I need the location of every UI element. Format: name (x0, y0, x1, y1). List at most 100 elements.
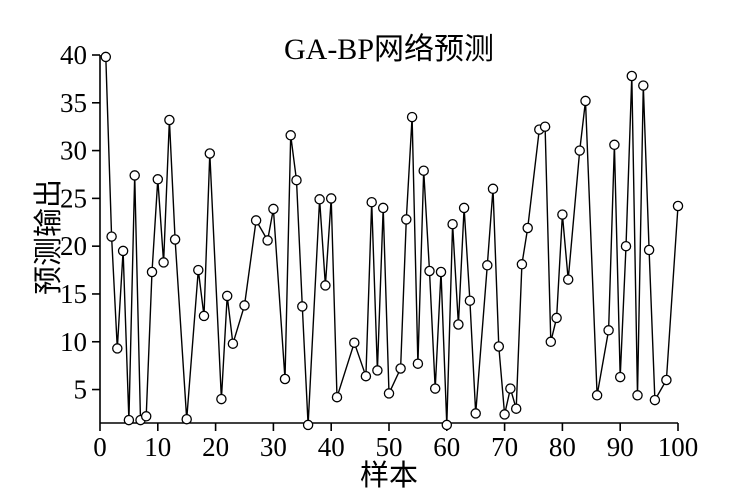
data-point-marker (372, 365, 383, 376)
data-point-marker (620, 240, 632, 252)
data-point-marker (383, 388, 395, 399)
x-tick-label: 10 (144, 432, 171, 462)
data-point-marker (557, 209, 568, 220)
y-tick-label: 40 (60, 40, 87, 70)
data-point-marker (268, 203, 279, 215)
data-point-marker (458, 202, 470, 214)
data-point-marker (464, 295, 476, 306)
x-tick-label: 70 (491, 432, 518, 462)
data-point-marker (285, 130, 296, 141)
y-axis-title: 预测输出 (33, 178, 65, 296)
x-axis-title: 样本 (359, 460, 418, 492)
data-point-marker (291, 174, 302, 186)
data-point-marker (262, 235, 273, 246)
data-point-marker (320, 280, 331, 291)
y-tick-label: 10 (60, 327, 87, 357)
data-point-marker (239, 300, 250, 311)
y-tick-label: 35 (60, 88, 87, 118)
y-tick-label: 30 (60, 136, 87, 166)
data-point-marker (539, 121, 551, 132)
x-tick-label: 20 (202, 432, 229, 462)
data-point-marker (227, 338, 239, 349)
data-point-marker (493, 341, 505, 352)
data-point-marker (181, 413, 192, 425)
x-tick-label: 0 (93, 432, 107, 462)
data-point-marker (112, 343, 123, 354)
x-tick-label: 40 (318, 432, 345, 462)
data-point-marker (129, 170, 140, 181)
data-point-marker (418, 165, 429, 176)
data-point-marker (614, 371, 626, 383)
data-point-marker (435, 266, 447, 278)
data-point-marker (424, 265, 435, 277)
data-point-marker (591, 390, 603, 401)
data-point-marker (406, 111, 418, 123)
data-point-marker (331, 391, 343, 403)
data-point-marker (123, 414, 135, 426)
data-point-marker (638, 80, 649, 91)
data-point-marker (164, 114, 175, 126)
data-point-marker (152, 174, 164, 185)
data-point-marker (429, 383, 441, 394)
x-tick-label: 100 (658, 432, 699, 462)
data-point-marker (516, 259, 528, 270)
data-point-marker (146, 266, 158, 278)
data-point-marker (522, 222, 533, 234)
data-point-marker (349, 337, 360, 348)
data-point-marker (117, 245, 129, 257)
data-point-marker (499, 409, 510, 420)
data-point-marker (643, 244, 655, 256)
data-point-marker (441, 419, 453, 431)
data-point-marker (216, 393, 227, 405)
data-point-marker (140, 411, 152, 422)
x-tick-label: 30 (260, 432, 287, 462)
data-point-marker (198, 310, 210, 322)
data-point-marker (545, 336, 557, 348)
data-point-marker (314, 194, 325, 205)
x-tick-label: 90 (607, 432, 634, 462)
data-point-marker (580, 95, 591, 107)
data-point-marker (366, 196, 377, 208)
data-point-marker (250, 215, 262, 226)
y-tick-label: 15 (60, 279, 87, 309)
data-point-marker (661, 374, 672, 386)
data-point-marker (401, 214, 412, 225)
data-point-marker (603, 325, 614, 336)
chart-title: GA-BP网络预测 (283, 33, 494, 66)
data-point-marker (297, 301, 308, 312)
data-point-marker (609, 139, 620, 151)
data-point-marker (169, 234, 181, 245)
data-point-marker (574, 145, 585, 156)
data-point-marker (395, 363, 406, 374)
y-tick-label: 5 (74, 375, 88, 405)
data-point-marker (106, 231, 117, 242)
data-point-marker (204, 148, 216, 159)
data-point-marker (551, 312, 562, 324)
x-tick-label: 80 (549, 432, 576, 462)
data-point-marker (562, 274, 574, 285)
x-tick-label: 50 (376, 432, 403, 462)
data-point-marker (360, 370, 372, 382)
x-tick-label: 60 (433, 432, 460, 462)
data-point-marker (158, 257, 169, 268)
data-point-marker (632, 390, 643, 401)
data-point-marker (453, 319, 464, 330)
data-point-marker (505, 383, 516, 394)
data-point-marker (482, 260, 493, 271)
data-point-marker (672, 200, 684, 212)
data-line (105, 56, 679, 426)
data-point-marker (302, 419, 314, 431)
y-tick-label: 25 (60, 183, 87, 213)
data-point-marker (470, 408, 481, 419)
data-point-marker (325, 193, 337, 204)
data-point-marker (221, 290, 233, 302)
data-point-marker (510, 403, 522, 414)
data-point-marker (649, 394, 661, 406)
data-point-marker (377, 202, 389, 214)
data-point-marker (626, 70, 638, 82)
y-tick-label: 20 (60, 231, 87, 261)
data-point-marker (279, 373, 291, 385)
data-point-marker (447, 218, 458, 230)
